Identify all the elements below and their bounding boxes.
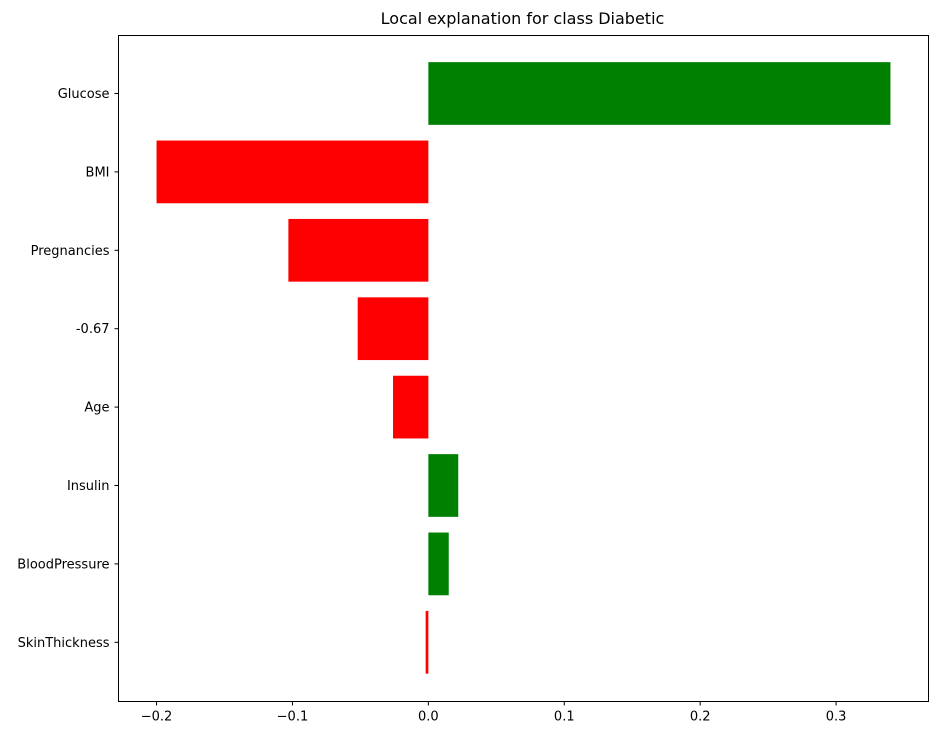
bars-group (156, 62, 891, 674)
y-tick-label: Pregnancies (31, 244, 110, 259)
bar-0-67 (357, 297, 429, 361)
x-tick-label: 0.1 (554, 710, 575, 725)
x-tick-label: 0.3 (826, 710, 847, 725)
bar-bmi (156, 140, 429, 204)
x-tick-label: 0.2 (690, 710, 711, 725)
bar-glucose (428, 62, 891, 125)
x-axis-ticks: −0.2 −0.1 0.0 0.1 0.2 0.3 (141, 701, 847, 725)
bar-bloodpressure (428, 532, 449, 596)
bar-age (393, 375, 429, 439)
y-tick-label: SkinThickness (18, 636, 110, 651)
plot-frame (118, 35, 929, 702)
bar-insulin (428, 454, 459, 517)
bar-pregnancies (288, 218, 429, 282)
x-tick-label: 0.0 (418, 710, 439, 725)
chart-title: Local explanation for class Diabetic (381, 9, 665, 28)
x-tick-label: −0.2 (141, 710, 173, 725)
y-tick-label: Age (84, 401, 109, 416)
y-tick-label: Insulin (67, 479, 110, 494)
y-tick-label: -0.67 (76, 322, 110, 337)
y-axis-ticks: Glucose BMI Pregnancies -0.67 Age Insulin Bloo… (17, 87, 119, 651)
y-tick-label: Glucose (58, 87, 110, 102)
x-tick-label: −0.1 (277, 710, 309, 725)
y-tick-label: BMI (86, 165, 110, 180)
bar-skinthickness (425, 610, 429, 674)
y-tick-label: BloodPressure (17, 557, 109, 572)
